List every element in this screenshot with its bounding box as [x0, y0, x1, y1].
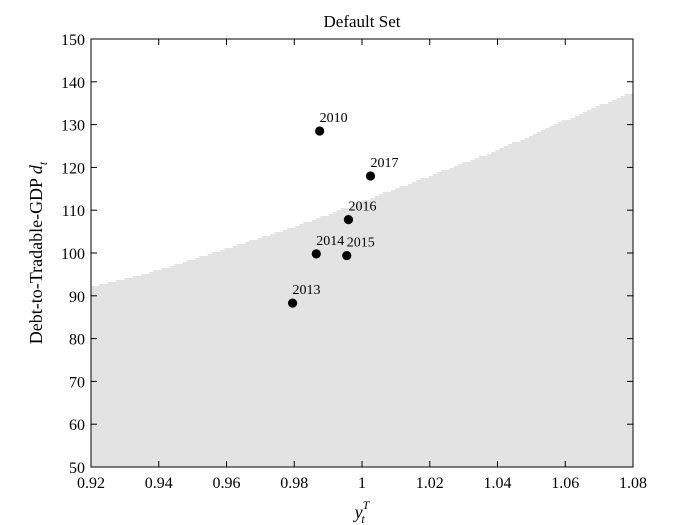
x-tick-label: 0.98 [280, 475, 308, 492]
x-tick-label: 1.06 [551, 475, 579, 492]
x-tick-label: 0.92 [77, 475, 105, 492]
data-point-2015 [342, 250, 352, 261]
x-tick-label: 1 [358, 475, 366, 492]
default-region-layer [91, 94, 633, 467]
x-axis-label-base: y [353, 502, 363, 522]
x-tick-label: 1.04 [484, 475, 512, 492]
data-point-label-2010: 2010 [320, 111, 348, 126]
data-point-2014 [311, 249, 321, 259]
default-region [91, 94, 633, 467]
data-point-label-2015: 2015 [347, 236, 375, 251]
y-tick-label: 60 [69, 417, 85, 434]
y-tick-label: 150 [61, 32, 85, 49]
x-axis-label: yT t [353, 498, 371, 525]
x-axis-label-sub: t [361, 512, 365, 525]
y-axis-label-text: Debt-to-Tradable-GDP [26, 174, 46, 344]
x-tick-label: 0.96 [213, 475, 241, 492]
data-point-2013 [287, 298, 298, 308]
y-tick-label: 110 [62, 203, 85, 220]
y-axis-label-var: d [26, 164, 46, 174]
x-axis-label-sup: T [363, 498, 371, 512]
x-tick-label: 0.94 [145, 475, 173, 492]
y-axis-label: Debt-to-Tradable-GDP dt [26, 161, 50, 344]
data-point-2016 [343, 215, 354, 225]
y-tick-label: 140 [61, 75, 85, 92]
y-axis-label-sub: t [36, 161, 50, 165]
y-tick-label: 70 [69, 374, 85, 391]
chart-title: Default Set [324, 12, 401, 31]
data-point-2017 [365, 171, 376, 181]
y-tick-label: 100 [61, 246, 85, 263]
y-tick-label: 120 [61, 160, 85, 177]
data-point-2010 [315, 126, 325, 136]
data-point-label-2013: 2013 [293, 283, 321, 298]
points-layer: 2010 2017 2016 2014 2015 2013 [287, 111, 398, 308]
x-tick-label: 1.08 [619, 475, 647, 492]
data-point-label-2017: 2017 [370, 156, 398, 171]
y-tick-label: 80 [69, 332, 85, 349]
data-point-label-2014: 2014 [316, 234, 344, 249]
axes-layer: 0.92 0.94 0.96 0.98 1 1.02 1.04 1.06 1.08 50 60 70 8… [61, 32, 647, 492]
y-tick-label: 50 [69, 460, 85, 477]
data-point-label-2016: 2016 [348, 200, 376, 215]
y-tick-label: 90 [69, 289, 85, 306]
x-tick-label: 1.02 [416, 475, 444, 492]
y-tick-label: 130 [61, 118, 85, 135]
